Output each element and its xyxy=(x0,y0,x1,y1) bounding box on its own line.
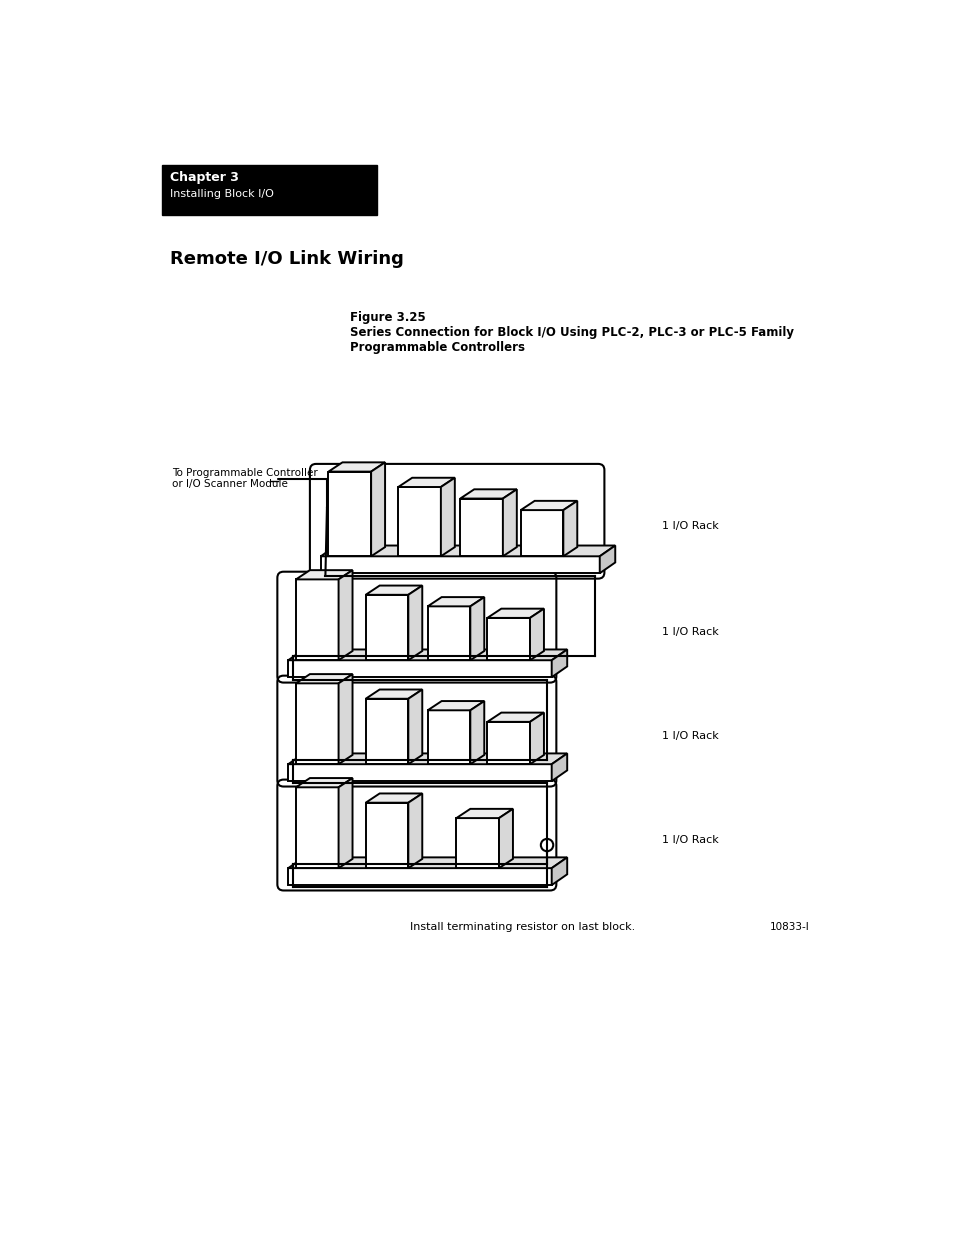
Polygon shape xyxy=(338,571,353,661)
Polygon shape xyxy=(427,606,470,661)
Polygon shape xyxy=(502,489,517,556)
Polygon shape xyxy=(487,721,530,764)
Text: 1 I/O Rack: 1 I/O Rack xyxy=(661,520,718,531)
Polygon shape xyxy=(328,472,371,556)
Polygon shape xyxy=(295,674,353,683)
Polygon shape xyxy=(530,609,543,661)
Polygon shape xyxy=(365,699,408,764)
Polygon shape xyxy=(288,753,567,764)
Polygon shape xyxy=(295,778,353,787)
Polygon shape xyxy=(365,595,408,661)
Polygon shape xyxy=(338,674,353,764)
Polygon shape xyxy=(427,710,470,764)
Polygon shape xyxy=(288,650,567,661)
Polygon shape xyxy=(371,462,385,556)
Text: Remote I/O Link Wiring: Remote I/O Link Wiring xyxy=(170,249,403,268)
Polygon shape xyxy=(551,857,567,885)
Polygon shape xyxy=(459,489,517,499)
Polygon shape xyxy=(520,510,562,556)
Polygon shape xyxy=(427,701,484,710)
Polygon shape xyxy=(288,868,551,885)
Polygon shape xyxy=(487,713,543,721)
Polygon shape xyxy=(470,701,484,764)
Polygon shape xyxy=(288,857,567,868)
Polygon shape xyxy=(551,650,567,677)
Text: To Programmable Controller
or I/O Scanner Module: To Programmable Controller or I/O Scanne… xyxy=(172,468,317,489)
Text: Series Connection for Block I/O Using PLC-2, PLC-3 or PLC-5 Family: Series Connection for Block I/O Using PL… xyxy=(350,326,793,340)
Text: 1 I/O Rack: 1 I/O Rack xyxy=(661,731,718,741)
Polygon shape xyxy=(459,499,502,556)
Polygon shape xyxy=(408,793,422,868)
Polygon shape xyxy=(295,571,353,579)
Polygon shape xyxy=(456,818,498,868)
Polygon shape xyxy=(487,618,530,661)
Polygon shape xyxy=(328,462,385,472)
Polygon shape xyxy=(365,689,422,699)
Polygon shape xyxy=(397,487,440,556)
Text: Chapter 3: Chapter 3 xyxy=(170,170,238,184)
Polygon shape xyxy=(288,764,551,782)
Polygon shape xyxy=(456,809,513,818)
Polygon shape xyxy=(288,661,551,677)
Polygon shape xyxy=(295,579,338,661)
Text: Figure 3.25: Figure 3.25 xyxy=(350,311,425,324)
Polygon shape xyxy=(520,501,577,510)
Polygon shape xyxy=(295,787,338,868)
Polygon shape xyxy=(408,689,422,764)
Polygon shape xyxy=(551,753,567,782)
Polygon shape xyxy=(487,609,543,618)
Polygon shape xyxy=(365,793,422,803)
Text: 10833-I: 10833-I xyxy=(769,923,809,932)
Polygon shape xyxy=(470,597,484,661)
Polygon shape xyxy=(338,778,353,868)
Text: 1 I/O Rack: 1 I/O Rack xyxy=(661,626,718,637)
Polygon shape xyxy=(365,803,408,868)
Polygon shape xyxy=(408,585,422,661)
Polygon shape xyxy=(498,809,513,868)
Bar xyxy=(162,165,377,215)
Text: Programmable Controllers: Programmable Controllers xyxy=(350,341,525,353)
Polygon shape xyxy=(562,501,577,556)
Polygon shape xyxy=(397,478,455,487)
Text: Install terminating resistor on last block.: Install terminating resistor on last blo… xyxy=(410,923,635,932)
Polygon shape xyxy=(599,546,615,573)
Polygon shape xyxy=(320,556,599,573)
Polygon shape xyxy=(530,713,543,764)
Text: Installing Block I/O: Installing Block I/O xyxy=(170,189,274,199)
Polygon shape xyxy=(320,546,615,556)
Polygon shape xyxy=(295,683,338,764)
Polygon shape xyxy=(440,478,455,556)
Polygon shape xyxy=(427,597,484,606)
Text: 1 I/O Rack: 1 I/O Rack xyxy=(661,835,718,845)
Polygon shape xyxy=(365,585,422,595)
